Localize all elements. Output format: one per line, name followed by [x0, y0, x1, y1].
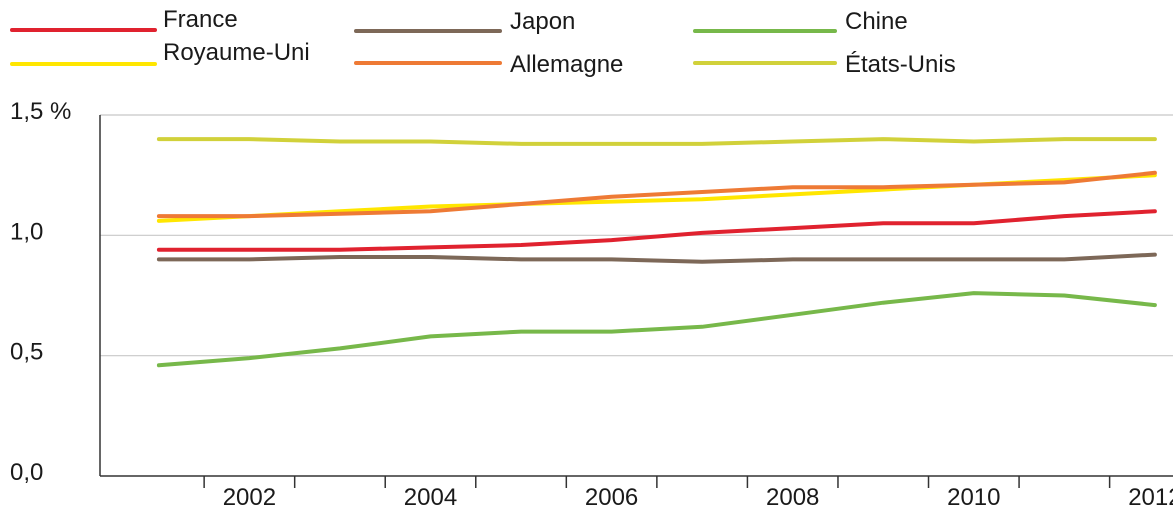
x-tick-label: 2010: [947, 484, 1000, 509]
legend-label-japon: Japon: [510, 8, 575, 35]
x-tick-label: 2004: [404, 484, 457, 509]
series-line-chine: [156, 291, 1157, 368]
x-tick-label: 2002: [223, 484, 276, 509]
x-tick-label: 2006: [585, 484, 638, 509]
series-line-allemagne: [156, 170, 1157, 219]
series-line-japon: [156, 252, 1157, 264]
legend-label-chine: Chine: [845, 8, 908, 35]
series-line-france: [156, 209, 1157, 252]
legend-label-allemagne: Allemagne: [510, 51, 623, 78]
legend: France Japon Chine Royaume-Uni Allemagne État…: [10, 6, 956, 78]
legend-label-france: France: [163, 6, 238, 33]
series-line-etats-unis: [156, 137, 1157, 146]
legend-label-royaume-uni: Royaume-Uni: [163, 39, 310, 66]
series-lines: [156, 137, 1157, 368]
y-tick-label: 1,5 %: [10, 98, 71, 125]
y-tick-label: 1,0: [10, 218, 43, 245]
tick-labels: 0,0 0,5 1,0 1,5 % 2002 2004 2006 2008 2010 2012: [10, 98, 1173, 509]
axes: [99, 115, 1173, 488]
x-tick-label: 2012: [1128, 484, 1173, 509]
y-tick-label: 0,5: [10, 339, 43, 366]
y-tick-label: 0,0: [10, 459, 43, 486]
legend-label-etats-unis: États-Unis: [845, 51, 956, 78]
x-tick-label: 2008: [766, 484, 819, 509]
grid-lines: [100, 114, 1173, 357]
